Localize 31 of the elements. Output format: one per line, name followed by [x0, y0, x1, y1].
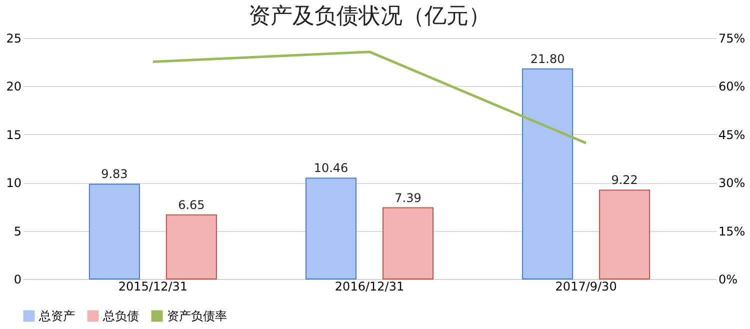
bar [166, 214, 217, 280]
bar [599, 190, 650, 280]
y-tick-label: 10 [6, 176, 22, 190]
bar [305, 178, 357, 280]
y-tick-label: 15 [6, 128, 22, 142]
y2-tick-label: 15% [718, 224, 746, 238]
data-label: 6.65 [178, 198, 205, 212]
x-tick-label: 2017/9/30 [555, 280, 617, 294]
x-tick-label: 2016/12/31 [334, 280, 404, 294]
bar [88, 184, 140, 280]
legend-label: 资产负债率 [167, 309, 227, 323]
y2-tick-label: 30% [718, 176, 746, 190]
y-tick-label: 20 [6, 80, 22, 94]
y-tick-label: 25 [6, 32, 22, 46]
data-label: 9.22 [611, 173, 638, 188]
y2-tick-label: 45% [718, 128, 746, 142]
bar [382, 207, 434, 280]
y2-tick-label: 75% [718, 32, 746, 46]
data-label: 9.83 [101, 167, 128, 182]
bar [522, 68, 574, 280]
y2-tick-label: 0% [718, 272, 738, 286]
legend-label: 总负债 [102, 309, 139, 323]
legend-label: 总资产 [38, 309, 75, 323]
data-label: 7.39 [394, 190, 422, 205]
x-tick-label: 2015/12/31 [118, 280, 188, 294]
y-tick-label: 5 [14, 224, 22, 238]
y2-tick-label: 60% [718, 80, 746, 94]
y-tick-label: 0 [14, 272, 22, 286]
data-label: 10.46 [314, 161, 348, 176]
data-label: 21.80 [530, 52, 565, 66]
chart-title: 资产及负债状况（亿元） [248, 4, 490, 29]
